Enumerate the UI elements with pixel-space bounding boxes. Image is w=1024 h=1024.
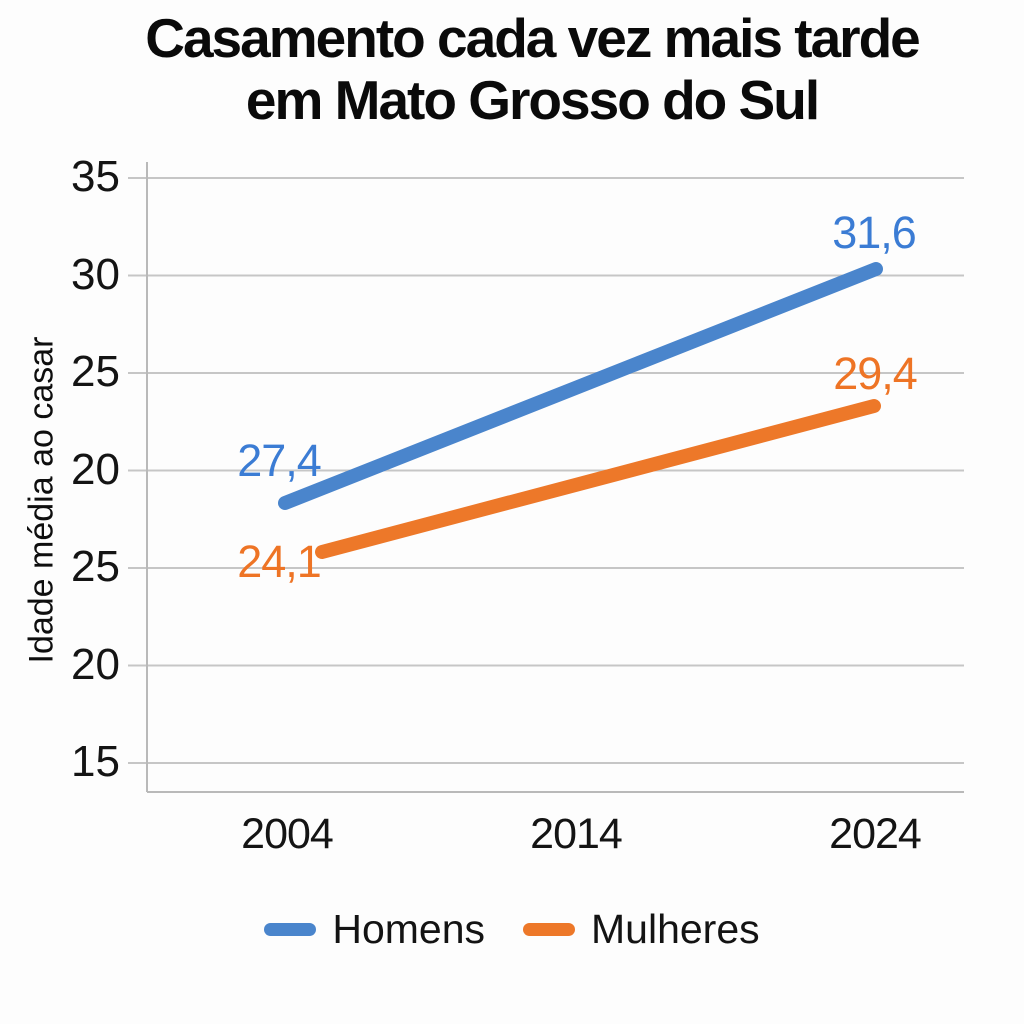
data-label-mulheres-1: 29,4 xyxy=(833,348,918,399)
y-tick-label: 20 xyxy=(71,444,120,494)
x-tick-label-2004: 2004 xyxy=(241,810,334,858)
y-tick-label: 25 xyxy=(71,542,120,591)
series-line-mulheres xyxy=(315,399,881,559)
x-tick-label-2024: 2024 xyxy=(829,810,922,858)
legend-swatch-mulheres xyxy=(523,922,576,936)
legend: Homens Mulheres xyxy=(0,900,1024,958)
legend-label-mulheres: Mulheres xyxy=(591,905,760,952)
y-tick-label: 30 xyxy=(71,249,120,299)
series-line-homens xyxy=(278,262,883,510)
data-label-homens-1: 31,6 xyxy=(832,207,917,258)
y-tick-label: 20 xyxy=(71,639,120,689)
y-tick-label: 35 xyxy=(71,152,120,201)
y-tick-label: 15 xyxy=(71,737,120,786)
chart-title-line2: em Mato Grosso do Sul xyxy=(245,68,820,131)
data-label-mulheres-0: 24,1 xyxy=(237,536,322,587)
data-label-homens-0: 27,4 xyxy=(237,435,322,486)
legend-label-homens: Homens xyxy=(332,905,486,952)
chart-title: Casamento cada vez mais tarde em Mato Gr… xyxy=(40,7,1024,131)
legend-item-homens: Homens xyxy=(264,906,485,953)
legend-item-mulheres: Mulheres xyxy=(523,906,760,953)
chart-title-line1: Casamento cada vez mais tarde xyxy=(145,7,921,69)
y-tick-label: 25 xyxy=(71,347,120,396)
legend-swatch-homens xyxy=(264,922,317,936)
x-tick-label-2014: 2014 xyxy=(530,810,623,858)
